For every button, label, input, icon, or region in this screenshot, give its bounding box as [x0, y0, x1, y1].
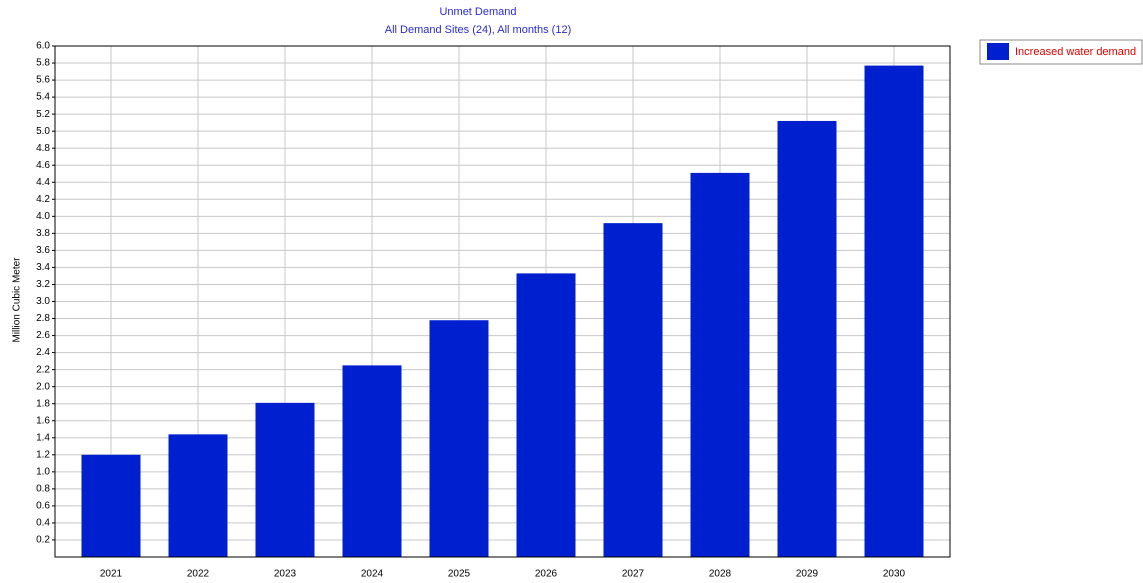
y-tick-label: 2.4: [36, 347, 50, 358]
y-tick-label: 5.0: [36, 126, 50, 137]
y-tick-label: 0.4: [36, 518, 50, 529]
y-axis-label: Million Cubic Meter: [12, 257, 23, 343]
y-tick-label: 0.2: [36, 535, 50, 546]
y-tick-label: 0.8: [36, 484, 50, 495]
y-tick-label: 4.8: [36, 143, 50, 154]
x-tick-label: 2024: [361, 569, 384, 580]
y-tick-label: 3.8: [36, 228, 50, 239]
y-tick-label: 3.2: [36, 279, 50, 290]
x-tick-label: 2021: [100, 569, 123, 580]
x-tick-label: 2030: [883, 569, 906, 580]
y-tick-label: 4.0: [36, 211, 50, 222]
bar: [864, 65, 924, 558]
y-tick-label: 4.6: [36, 160, 50, 171]
y-tick-label: 6.0: [36, 41, 50, 52]
y-tick-label: 1.0: [36, 466, 50, 477]
x-tick-label: 2026: [535, 569, 558, 580]
y-tick-label: 4.2: [36, 194, 50, 205]
chart-subtitle: All Demand Sites (24), All months (12): [385, 24, 571, 36]
x-tick-label: 2027: [622, 569, 645, 580]
y-tick-label: 0.6: [36, 501, 50, 512]
x-tick-label: 2022: [187, 569, 210, 580]
bar: [255, 402, 315, 557]
y-tick-label: 2.8: [36, 313, 50, 324]
y-tick-label: 2.2: [36, 364, 50, 375]
x-tick-label: 2025: [448, 569, 471, 580]
bar: [603, 223, 663, 557]
bar: [168, 434, 228, 557]
x-tick-label: 2023: [274, 569, 297, 580]
x-tick-label: 2029: [796, 569, 819, 580]
bar: [690, 172, 750, 558]
y-tick-label: 2.0: [36, 381, 50, 392]
bar: [516, 273, 576, 557]
y-tick-label: 5.4: [36, 92, 50, 103]
y-tick-label: 1.8: [36, 398, 50, 409]
y-tick-label: 5.8: [36, 58, 50, 69]
x-tick-label: 2028: [709, 569, 732, 580]
bar: [342, 365, 402, 557]
y-tick-label: 5.2: [36, 109, 50, 120]
plot-frame: [54, 45, 951, 558]
bar: [429, 320, 489, 557]
y-tick-label: 2.6: [36, 330, 50, 341]
y-tick-label: 1.2: [36, 449, 50, 460]
y-tick-label: 1.6: [36, 415, 50, 426]
bar: [81, 454, 141, 557]
y-tick-label: 3.4: [36, 262, 50, 273]
y-tick-label: 3.0: [36, 296, 50, 307]
y-tick-label: 3.6: [36, 245, 50, 256]
chart-title: Unmet Demand: [439, 6, 516, 18]
y-tick-label: 1.4: [36, 432, 50, 443]
bar: [777, 120, 837, 558]
legend-swatch: [987, 43, 1009, 60]
y-tick-label: 5.6: [36, 75, 50, 86]
legend-label: Increased water demand: [1015, 46, 1136, 58]
y-tick-label: 4.4: [36, 177, 50, 188]
